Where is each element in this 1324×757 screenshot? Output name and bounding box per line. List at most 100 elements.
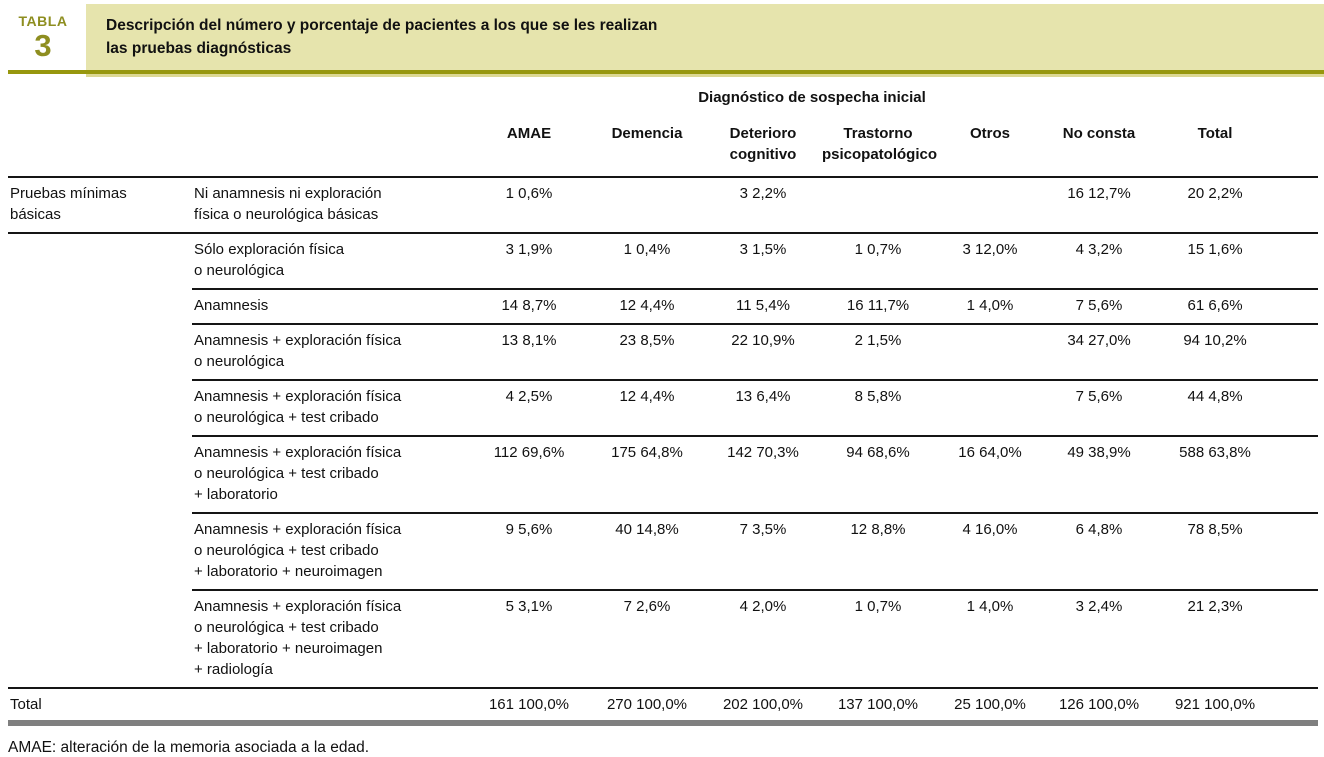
table-number: 3 <box>34 27 52 63</box>
row-filler <box>1276 380 1319 437</box>
cell-amae: 14 8,7% <box>470 289 588 325</box>
cell-demencia <box>588 177 706 234</box>
cell-no-consta: 6 4,8% <box>1044 513 1155 591</box>
cell-amae: 9 5,6% <box>470 513 588 591</box>
cell-total: 78 8,5% <box>1154 513 1277 591</box>
table-row: Sólo exploración física o neurológica 3 … <box>8 233 1319 290</box>
cell-trastorno: 2 1,5% <box>820 324 936 381</box>
col-header-deterioro-cognitivo: Deterioro cognitivo <box>706 118 820 178</box>
row-filler <box>1276 688 1319 726</box>
header-rule <box>8 70 1324 74</box>
table-row: Anamnesis + exploración física o neuroló… <box>8 380 1319 437</box>
cell-otros <box>936 324 1044 381</box>
cell-amae: 1 0,6% <box>470 177 588 234</box>
row-label: Anamnesis + exploración física o neuroló… <box>192 324 470 381</box>
row-label: Sólo exploración física o neurológica <box>192 233 470 290</box>
col-header-amae: AMAE <box>470 118 588 178</box>
cell-deterioro: 3 1,5% <box>706 233 820 290</box>
row-filler <box>1276 436 1319 514</box>
row-filler <box>1276 177 1319 234</box>
total-total: 921 100,0% <box>1154 688 1277 726</box>
total-label: Total <box>8 688 192 726</box>
column-group-header: Diagnóstico de sospecha inicial <box>698 89 926 106</box>
cell-no-consta: 7 5,6% <box>1044 289 1155 325</box>
cell-demencia: 12 4,4% <box>588 289 706 325</box>
cell-deterioro: 4 2,0% <box>706 590 820 689</box>
column-header-row: AMAE Demencia Deterioro cognitivo Trasto… <box>8 118 1319 178</box>
cell-total: 94 10,2% <box>1154 324 1277 381</box>
empty-cell <box>8 118 192 178</box>
row-group-cell <box>8 233 192 289</box>
cell-no-consta: 7 5,6% <box>1044 380 1155 437</box>
title-band: Descripción del número y porcentaje de p… <box>86 4 1324 70</box>
row-filler <box>1276 289 1319 325</box>
cell-deterioro: 11 5,4% <box>706 289 820 325</box>
cell-otros: 16 64,0% <box>936 436 1044 514</box>
row-filler <box>1276 324 1319 381</box>
spanning-header-row: Diagnóstico de sospecha inicial <box>8 87 1318 118</box>
total-no-consta: 126 100,0% <box>1044 688 1155 726</box>
total-deterioro: 202 100,0% <box>706 688 820 726</box>
cell-trastorno: 1 0,7% <box>820 233 936 290</box>
cell-deterioro: 142 70,3% <box>706 436 820 514</box>
header-rule-light <box>86 74 1324 77</box>
col-header-total: Total <box>1154 118 1277 178</box>
cell-deterioro: 7 3,5% <box>706 513 820 591</box>
cell-total: 21 2,3% <box>1154 590 1277 689</box>
cell-total: 61 6,6% <box>1154 289 1277 325</box>
table-masthead: TABLA 3 Descripción del número y porcent… <box>0 4 1324 70</box>
empty-cell <box>192 87 470 118</box>
cell-otros <box>936 380 1044 437</box>
cell-otros: 4 16,0% <box>936 513 1044 591</box>
cell-amae: 112 69,6% <box>470 436 588 514</box>
row-group-cell <box>8 590 192 689</box>
cell-demencia: 7 2,6% <box>588 590 706 689</box>
cell-otros: 1 4,0% <box>936 289 1044 325</box>
col-header-trastorno-psicopatologico: Trastorno psicopatológico <box>820 118 937 178</box>
table-footnote: AMAE: alteración de la memoria asociada … <box>8 739 370 756</box>
cell-no-consta: 49 38,9% <box>1044 436 1155 514</box>
diagnostics-table: Diagnóstico de sospecha inicial AMAE Dem… <box>8 87 1319 726</box>
cell-deterioro: 13 6,4% <box>706 380 820 437</box>
cell-otros <box>936 177 1044 234</box>
table-word-label: TABLA <box>18 12 68 29</box>
cell-no-consta: 34 27,0% <box>1044 324 1155 381</box>
table-row: Pruebas mínimas básicas Ni anamnesis ni … <box>8 177 1319 234</box>
row-filler <box>1276 513 1319 591</box>
cell-trastorno: 94 68,6% <box>820 436 936 514</box>
cell-otros: 3 12,0% <box>936 233 1044 290</box>
cell-demencia: 40 14,8% <box>588 513 706 591</box>
cell-deterioro: 3 2,2% <box>706 177 820 234</box>
row-group-cell <box>8 324 192 380</box>
cell-amae: 13 8,1% <box>470 324 588 381</box>
row-label: Anamnesis <box>192 289 470 325</box>
table-number-badge: TABLA 3 <box>0 4 86 70</box>
cell-deterioro: 22 10,9% <box>706 324 820 381</box>
cell-demencia: 23 8,5% <box>588 324 706 381</box>
row-group-cell <box>8 289 192 324</box>
cell-demencia: 12 4,4% <box>588 380 706 437</box>
cell-no-consta: 4 3,2% <box>1044 233 1155 290</box>
cell-trastorno: 1 0,7% <box>820 590 936 689</box>
empty-cell <box>192 118 470 178</box>
total-demencia: 270 100,0% <box>588 688 706 726</box>
cell-no-consta: 3 2,4% <box>1044 590 1155 689</box>
cell-trastorno: 8 5,8% <box>820 380 936 437</box>
cell-amae: 3 1,9% <box>470 233 588 290</box>
empty-cell <box>1276 87 1318 118</box>
cell-trastorno: 12 8,8% <box>820 513 936 591</box>
cell-trastorno <box>820 177 936 234</box>
table-row: Anamnesis + exploración física o neuroló… <box>8 324 1319 381</box>
cell-total: 15 1,6% <box>1154 233 1277 290</box>
row-group-label: Pruebas mínimas básicas <box>8 177 192 234</box>
row-filler <box>1276 233 1319 290</box>
empty-cell <box>8 87 192 118</box>
table-row: Anamnesis + exploración física o neuroló… <box>8 436 1319 514</box>
table-row: Anamnesis + exploración física o neuroló… <box>8 513 1319 591</box>
col-header-otros: Otros <box>936 118 1044 178</box>
row-label: Ni anamnesis ni exploración física o neu… <box>192 177 470 234</box>
row-group-cell <box>8 436 192 513</box>
row-filler <box>1276 590 1319 689</box>
row-filler <box>1276 118 1319 178</box>
cell-total: 588 63,8% <box>1154 436 1277 514</box>
